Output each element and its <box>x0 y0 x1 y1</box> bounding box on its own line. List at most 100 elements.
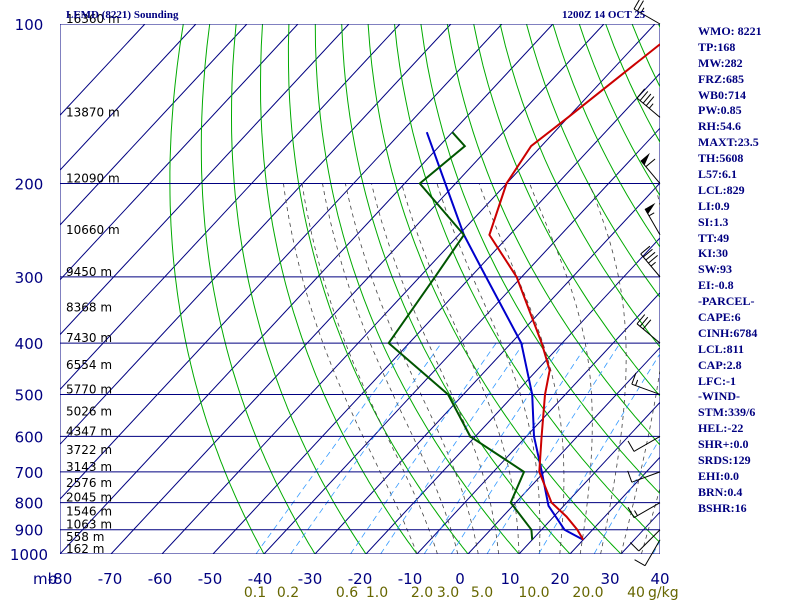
index-item: TP:168 <box>698 39 736 54</box>
wind-barb-staff <box>631 471 661 483</box>
wind-barb-staff <box>638 529 661 552</box>
dry-adiabat-line <box>259 24 418 554</box>
index-item: PW:0.85 <box>698 103 742 118</box>
isotherm-line <box>365 237 660 554</box>
wind-barb-staff <box>636 323 661 344</box>
wind-barb-flag <box>627 440 635 452</box>
wind-barb-half-flag <box>635 379 639 386</box>
mixing-ratio-label: 3.0 <box>437 585 459 600</box>
wind-barb-half-flag <box>648 103 654 109</box>
index-item: CAPE:6 <box>698 310 741 325</box>
wind-barb-half-flag <box>640 7 645 14</box>
index-item: STM:339/6 <box>698 405 756 420</box>
chart-title: LEMD (8221) Sounding <box>66 9 179 21</box>
temperature-tick-label: 30 <box>600 570 619 588</box>
temperature-tick-label: -30 <box>298 570 323 588</box>
isotherm-line <box>518 401 660 554</box>
wind-barb <box>640 245 661 278</box>
pressure-tick-label: 700 <box>15 464 44 482</box>
mixing-ratio-label: 5.0 <box>471 585 493 600</box>
wind-barb-staff <box>640 160 661 184</box>
index-item: -PARCEL- <box>698 294 755 309</box>
isotherm-line <box>60 24 350 336</box>
isotherm-line <box>60 24 401 391</box>
moist-adiabat-line <box>436 183 541 554</box>
index-item: SHR+:0.0 <box>698 437 749 452</box>
index-item: EHI:0.0 <box>698 468 740 483</box>
wind-barb <box>627 435 661 452</box>
index-item: LCL:829 <box>698 182 745 197</box>
wind-barb-flag <box>645 251 656 261</box>
moist-adiabat-line <box>529 183 593 554</box>
wind-barb-flag <box>640 245 651 255</box>
wind-barb-staff <box>633 435 661 452</box>
index-item: MW:282 <box>698 55 743 70</box>
wind-barb-staff <box>633 502 661 519</box>
wind-barb-staff <box>636 97 661 118</box>
index-item: SW:93 <box>698 262 733 277</box>
height-label: 2576 m <box>66 476 112 490</box>
wind-barb-flag <box>631 372 637 385</box>
isotherm-line <box>416 291 660 554</box>
temperature-tick-label: 10 <box>500 570 519 588</box>
mixing-ratio-label: 20.0 <box>572 585 603 600</box>
pressure-tick-label: 900 <box>15 522 44 540</box>
height-label: 2045 m <box>66 491 112 505</box>
index-item: L57:6.1 <box>698 167 737 182</box>
height-label: 12090 m <box>66 172 120 186</box>
mixing-ratio-label: 2.0 <box>411 585 433 600</box>
index-item: MAXT:23.5 <box>698 135 759 150</box>
wind-barb-flag <box>642 248 653 258</box>
mixing-ratio-label: 1.0 <box>366 585 388 600</box>
isotherm-line <box>60 24 197 171</box>
mixing-ratio-unit-label: g/kg <box>648 585 679 600</box>
isotherm-line <box>60 24 248 226</box>
height-label: 9450 m <box>66 265 112 279</box>
isotherm-line <box>60 24 299 281</box>
wind-barb-pennant <box>640 152 650 166</box>
index-item: FRZ:685 <box>698 71 744 86</box>
wind-barb <box>636 314 661 344</box>
temperature-tick-label: -60 <box>148 570 173 588</box>
wind-barb-half-flag <box>650 261 656 267</box>
wind-barb <box>631 372 661 395</box>
wind-barb-pennant <box>645 202 656 215</box>
wind-barb-flag <box>645 158 656 168</box>
height-label: 13870 m <box>66 105 120 119</box>
wind-barb-flag <box>627 506 635 518</box>
pressure-tick-label: 400 <box>15 335 44 353</box>
dry-adiabat-line <box>367 24 622 554</box>
mixing-ratio-label: 0.6 <box>336 585 358 600</box>
temperature-tick-label: -10 <box>398 570 423 588</box>
height-label: 4347 m <box>66 424 112 438</box>
height-label: 5026 m <box>66 404 112 418</box>
parcel-profile-line <box>425 131 584 541</box>
dry-adiabat-line <box>526 24 660 299</box>
wind-barb <box>627 470 661 483</box>
pressure-tick-label: 600 <box>15 428 44 446</box>
pressure-tick-label: 500 <box>15 386 44 404</box>
pressure-unit-label: mb <box>33 570 57 588</box>
dry-adiabat-line <box>473 24 660 397</box>
index-item: LFC:-1 <box>698 373 736 388</box>
wind-barb-staff <box>631 383 661 395</box>
wind-barb-flag <box>627 470 633 483</box>
isotherm-line <box>569 456 660 554</box>
wind-barb <box>644 202 661 236</box>
wind-barb-staff <box>633 8 661 25</box>
isotherm-line <box>314 182 660 554</box>
wind-barb-staff <box>640 253 661 278</box>
temperature-tick-label: -20 <box>348 570 373 588</box>
pressure-tick-label: 300 <box>15 269 44 287</box>
dewpoint-profile-line <box>387 131 534 540</box>
mixing-ratio-label: 10.0 <box>518 585 549 600</box>
temperature-tick-label: -50 <box>198 570 223 588</box>
height-label: 8368 m <box>66 300 112 314</box>
isotherm-line <box>212 72 660 554</box>
wind-barb <box>629 529 661 552</box>
dry-adiabat-line <box>287 24 469 554</box>
index-item: -WIND- <box>698 389 740 404</box>
wind-barb-flag <box>639 91 649 101</box>
wind-barb <box>634 539 661 567</box>
moist-adiabat-line <box>641 486 660 554</box>
